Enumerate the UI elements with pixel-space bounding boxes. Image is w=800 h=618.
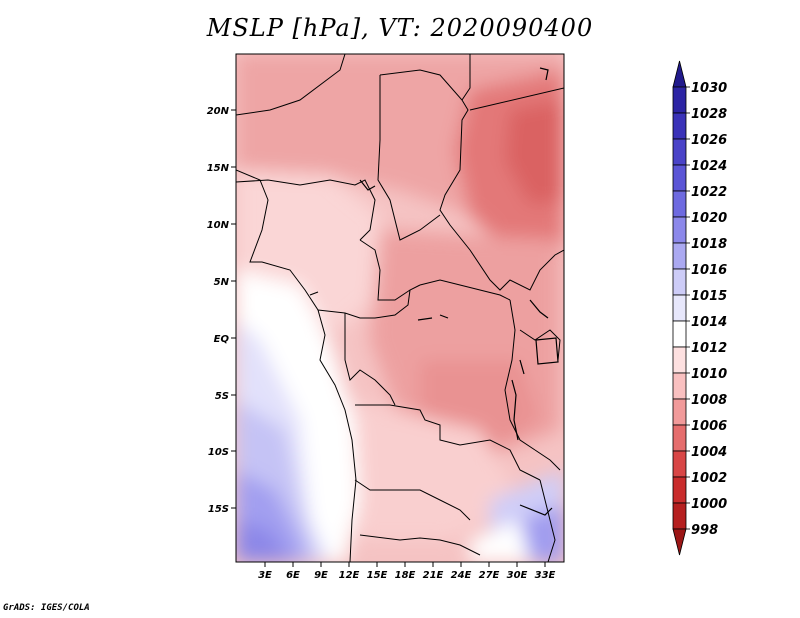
footer-credit: GrADS: IGES/COLA [3,603,90,613]
colorbar-segment [672,476,687,504]
colorbar-label: 1030 [691,81,727,96]
lat-label: 20N [207,106,230,117]
colorbar-label: 1026 [691,133,727,148]
colorbar-label: 1022 [691,185,727,200]
colorbar-label: 1020 [691,211,727,226]
lat-label: 10S [208,447,229,458]
colorbar-label: 1012 [691,341,727,356]
colorbar-segment [672,320,687,348]
colorbar [672,60,690,556]
colorbar-label: 1024 [691,159,727,174]
map-frame [235,53,565,563]
colorbar-label: 1018 [691,237,727,252]
lat-axis: 20N 15N 10N 5N EQ 5S 10S 15S [207,106,236,515]
lat-label: 10N [207,220,230,231]
pressure-field [236,54,564,562]
colorbar-label: 998 [691,523,718,538]
colorbar-segment [672,138,687,166]
colorbar-arrow-top [672,60,687,88]
lon-label: 3E [258,570,272,581]
colorbar-label: 1016 [691,263,727,278]
colorbar-labels: 1030 1028 1026 1024 1022 1020 1018 1016 … [691,81,727,538]
colorbar-segment [672,216,687,244]
lon-label: 6E [286,570,300,581]
colorbar-label: 1014 [691,315,727,330]
lon-label: 24E [451,570,472,581]
lon-label: 18E [395,570,416,581]
lon-label: 15E [367,570,388,581]
colorbar-segment [672,398,687,426]
lon-axis: 3E 6E 9E 12E 15E 18E 21E 24E 27E 30E 33E [258,562,556,581]
colorbar-label: 1008 [691,393,727,408]
colorbar-segment [672,346,687,374]
colorbar-arrow-bottom [672,528,687,556]
colorbar-segment [672,164,687,192]
colorbar-segment [672,450,687,478]
lon-label: 30E [507,570,528,581]
lon-label: 12E [339,570,360,581]
lat-label: 15S [208,504,229,515]
lon-label: 27E [479,570,500,581]
lon-label: 9E [314,570,328,581]
colorbar-label: 1010 [691,367,727,382]
lat-label: 5N [214,277,230,288]
map-title: MSLP [hPa], VT: 2020090400 [206,14,594,42]
lakes [309,67,559,516]
lat-label: EQ [214,334,230,345]
colorbar-segment [672,294,687,322]
colorbar-segment [672,112,687,140]
lon-label: 33E [535,570,556,581]
colorbar-label: 1000 [691,497,727,512]
lat-label: 15N [207,163,230,174]
colorbar-label: 1006 [691,419,727,434]
lat-label: 5S [215,391,229,402]
colorbar-segment [672,242,687,270]
colorbar-label: 1028 [691,107,727,122]
colorbar-segment [672,502,687,530]
colorbar-label: 1004 [691,445,727,460]
country-borders [236,54,564,562]
lon-label: 21E [423,570,444,581]
colorbar-segment [672,268,687,296]
colorbar-label: 1015 [691,289,727,304]
colorbar-segment [672,190,687,218]
colorbar-segment [672,86,687,114]
colorbar-label: 1002 [691,471,727,486]
colorbar-segment [672,372,687,400]
colorbar-segment [672,424,687,452]
